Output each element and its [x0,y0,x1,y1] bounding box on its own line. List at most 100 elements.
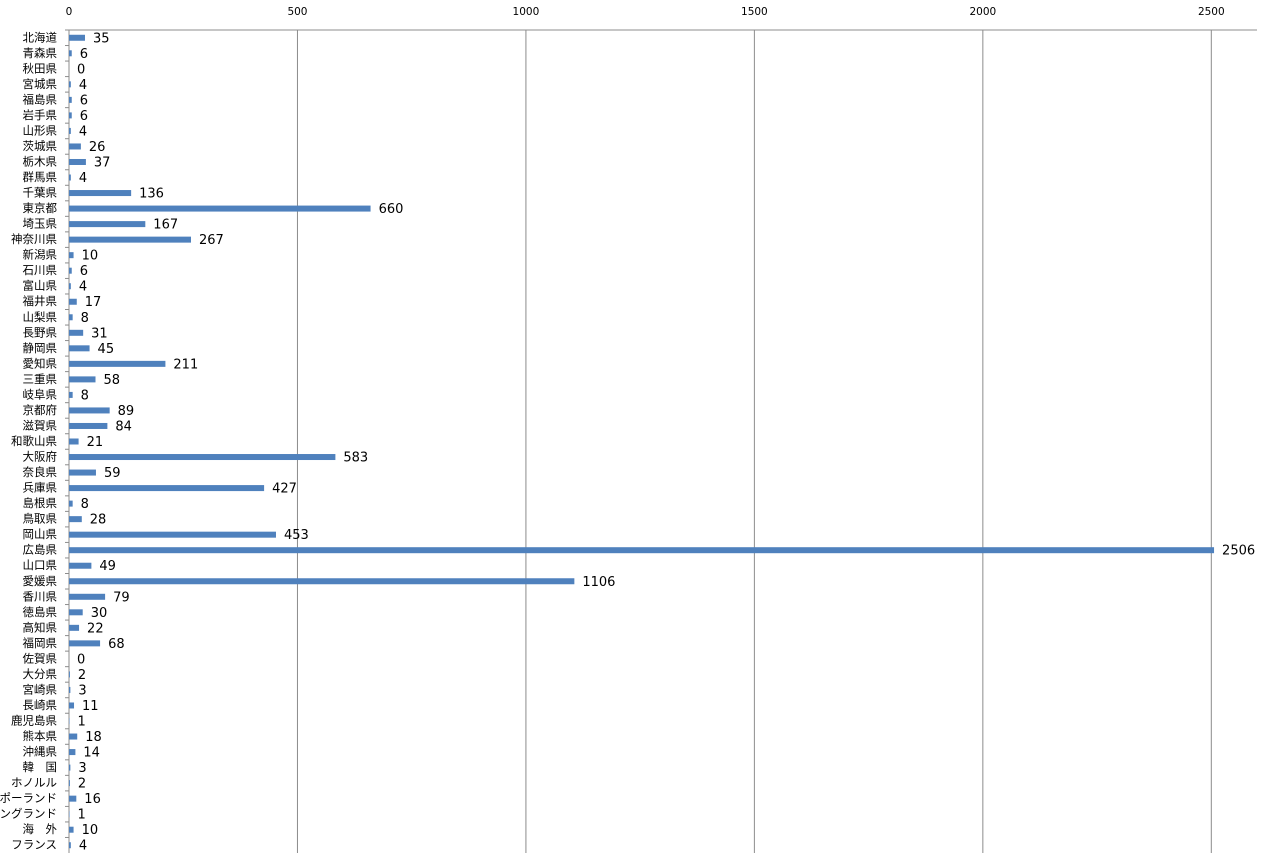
data-label: 2 [78,777,86,792]
bar [69,34,85,41]
data-label: 89 [118,404,135,419]
y-tick-label: 秋田県 [23,61,58,75]
y-tick-label: 埼玉県 [23,217,58,231]
y-tick-label: 静岡県 [23,341,58,355]
data-label: 427 [272,482,297,497]
data-label: 6 [80,109,88,124]
bar [69,516,82,523]
y-tick-label: 岡山県 [23,527,58,541]
data-label: 4 [79,171,87,186]
data-label: 79 [113,590,130,605]
y-tick-label: 高知県 [23,620,58,634]
y-tick-label: 福井県 [23,294,58,308]
bar [69,127,71,134]
bar [69,702,75,709]
y-tick-label: 東京都 [23,201,58,215]
bar [69,360,166,367]
y-tick-label: 兵庫県 [23,481,58,495]
y-tick-label: フランス [11,838,57,852]
y-tick-label: 宮崎県 [23,682,58,696]
bar [69,391,73,398]
data-label: 17 [85,295,102,310]
data-label: 8 [81,497,89,512]
bar [69,314,73,321]
bar [69,531,276,538]
y-tick-label: 熊本県 [23,729,58,743]
data-label: 1106 [582,575,615,590]
y-tick-label: 山形県 [23,123,58,137]
bar [69,671,70,678]
bar [69,469,96,476]
bar [69,842,71,849]
data-label: 49 [99,559,116,574]
bar [69,749,76,756]
data-label: 4 [79,839,87,854]
bar [69,267,72,274]
y-tick-label: 京都府 [23,403,58,417]
data-label: 10 [82,823,99,838]
y-tick-label: 韓 国 [23,760,58,774]
data-label: 0 [77,62,85,77]
y-tick-label: 大分県 [23,667,58,681]
x-tick-label: 2000 [969,6,996,18]
bar [69,578,575,585]
bar [69,50,72,57]
data-label: 167 [153,218,178,233]
bar [69,454,336,461]
bar [69,252,74,259]
data-label: 84 [115,419,132,434]
bar [69,764,71,771]
data-label: 660 [379,202,404,217]
bar [69,562,92,569]
bar [69,112,72,119]
data-label: 6 [80,47,88,62]
data-label: 6 [80,264,88,279]
bar [69,205,371,212]
bar [69,438,79,445]
data-label: 22 [87,621,104,636]
data-label: 16 [84,792,101,807]
bar [69,298,77,305]
data-label: 6 [80,93,88,108]
y-tick-label: 山梨県 [23,310,58,324]
data-label: 267 [199,233,224,248]
bar [69,96,72,103]
data-label: 8 [81,388,89,403]
bar [69,283,71,290]
bar [69,221,146,228]
bar [69,485,265,492]
y-tick-label: 大阪府 [23,450,58,464]
bar [69,376,96,383]
bar [69,547,1215,554]
data-label: 4 [79,280,87,295]
y-tick-label: 島根県 [23,496,58,510]
y-tick-label: 福島県 [23,92,58,106]
bar [69,407,110,414]
data-label: 1 [77,808,85,823]
y-tick-label: 和歌山県 [11,434,57,448]
y-tick-label: 千葉県 [23,186,58,200]
y-tick-label: 奈良県 [23,465,58,479]
data-label: 18 [85,730,102,745]
data-label: 68 [108,637,125,652]
y-tick-label: 長崎県 [23,698,58,712]
data-label: 4 [79,124,87,139]
bar [69,826,74,833]
bar [69,500,73,507]
bar [69,422,108,429]
bar [69,158,86,165]
x-tick-label: 0 [66,6,73,18]
data-label: 30 [91,606,108,621]
bar [69,609,83,616]
bar [69,143,81,150]
data-label: 35 [93,31,110,46]
y-tick-label: 滋賀県 [23,418,58,432]
data-label: 8 [81,311,89,326]
data-label: 3 [78,761,86,776]
data-label: 37 [94,155,111,170]
y-tick-label: 長野県 [23,325,58,339]
data-label: 1 [77,715,85,730]
data-label: 583 [343,451,368,466]
y-tick-label: 鹿児島県 [11,714,57,728]
